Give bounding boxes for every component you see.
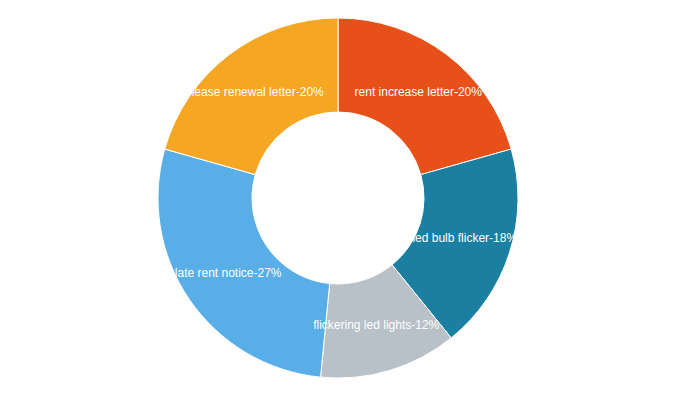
svg-text:flickering led lights-12%: flickering led lights-12% <box>313 318 439 332</box>
svg-text:late rent notice-27%: late rent notice-27% <box>175 266 282 280</box>
svg-text:led bulb flicker-18%: led bulb flicker-18% <box>412 231 517 245</box>
svg-text:lease renewal letter-20%: lease renewal letter-20% <box>192 85 324 99</box>
svg-text:rent increase letter-20%: rent increase letter-20% <box>355 85 483 99</box>
